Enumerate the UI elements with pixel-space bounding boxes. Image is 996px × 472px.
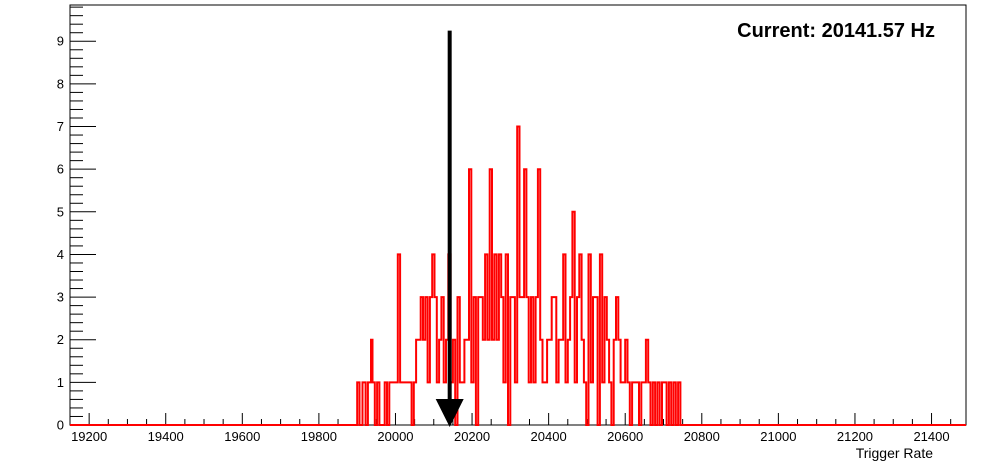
y-tick-label: 6: [57, 162, 64, 177]
x-tick-label: 21200: [837, 429, 873, 444]
y-tick-label: 7: [57, 119, 64, 134]
x-tick-label: 19600: [224, 429, 260, 444]
x-tick-label: 20400: [531, 429, 567, 444]
x-tick-label: 20000: [377, 429, 413, 444]
x-tick-label: 21400: [913, 429, 949, 444]
current-value-arrow: [435, 30, 464, 427]
x-tick-label: 19200: [71, 429, 107, 444]
y-axis: 0 1 2 3 4 5 6 7 8 9: [57, 6, 96, 433]
y-tick-label: 0: [57, 418, 64, 433]
y-tick-label: 2: [57, 332, 64, 347]
y-tick-label: 3: [57, 290, 64, 305]
y-tick-label: 9: [57, 34, 64, 49]
x-tick-label: 21000: [760, 429, 796, 444]
current-rate-label: Current: 20141.57 Hz: [737, 20, 935, 42]
x-tick-label: 20200: [454, 429, 490, 444]
y-tick-label: 8: [57, 76, 64, 91]
x-tick-label: 19400: [148, 429, 184, 444]
x-axis: 19200 19400 19600 19800 20000 20200 20400 20600…: [69, 413, 952, 444]
histogram-series: [70, 125, 966, 426]
y-tick-label: 4: [57, 247, 64, 262]
plot-frame: [69, 4, 967, 426]
x-tick-label: 20600: [607, 429, 643, 444]
y-tick-label: 1: [57, 375, 64, 390]
x-axis-title: Trigger Rate: [856, 445, 934, 461]
arrow-head: [435, 399, 464, 427]
y-tick-label: 5: [57, 204, 64, 219]
x-tick-label: 19800: [301, 429, 337, 444]
x-tick-label: 20800: [684, 429, 720, 444]
